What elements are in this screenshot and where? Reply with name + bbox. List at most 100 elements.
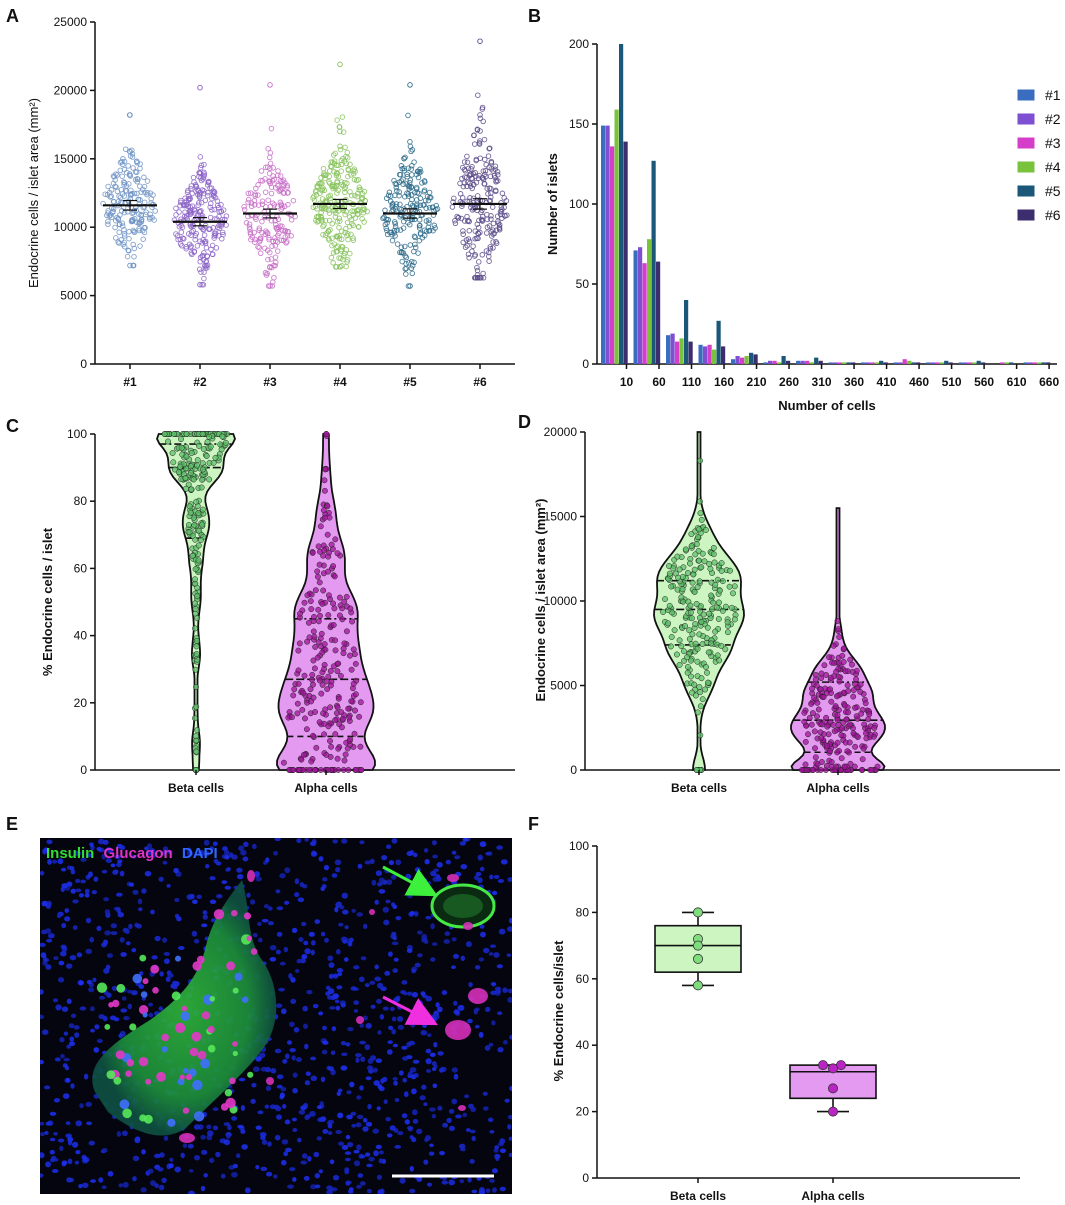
data-point bbox=[298, 756, 305, 763]
data-point bbox=[190, 174, 197, 181]
nucleus bbox=[101, 942, 107, 948]
nucleus bbox=[328, 1066, 334, 1072]
data-point bbox=[201, 161, 207, 168]
nucleus bbox=[332, 839, 339, 844]
data-point bbox=[477, 138, 483, 144]
nucleus bbox=[94, 1024, 100, 1030]
nucleus bbox=[417, 1000, 423, 1006]
nucleus bbox=[196, 894, 202, 899]
nucleus bbox=[85, 917, 92, 924]
nucleus bbox=[465, 941, 472, 948]
data-point bbox=[828, 763, 835, 770]
nucleus bbox=[202, 914, 208, 920]
data-point bbox=[326, 217, 333, 224]
nucleus bbox=[292, 1072, 298, 1078]
data-point bbox=[404, 173, 411, 180]
legend-insulin: Insulin bbox=[46, 845, 94, 862]
nucleus bbox=[496, 845, 503, 850]
data-point bbox=[212, 232, 219, 238]
nucleus bbox=[84, 888, 90, 894]
nucleus bbox=[345, 1042, 351, 1047]
data-point bbox=[120, 156, 126, 162]
nucleus bbox=[290, 998, 297, 1005]
data-point bbox=[321, 641, 328, 648]
bar-series-3 bbox=[1000, 362, 1005, 364]
data-point bbox=[497, 208, 504, 215]
y-tick-label: 150 bbox=[569, 117, 589, 131]
data-point bbox=[277, 199, 284, 206]
data-point bbox=[464, 153, 470, 160]
nucleus bbox=[370, 1004, 376, 1009]
nucleus bbox=[428, 1151, 435, 1156]
nucleus bbox=[364, 983, 370, 988]
nucleus bbox=[240, 1105, 245, 1111]
data-point bbox=[812, 676, 819, 683]
nucleus bbox=[439, 1151, 445, 1156]
data-point bbox=[209, 251, 216, 257]
nucleus bbox=[121, 1130, 128, 1137]
data-point bbox=[392, 224, 399, 230]
data-point bbox=[841, 702, 848, 709]
legend-label: #6 bbox=[1045, 207, 1061, 223]
x-axis-label: Number of cells bbox=[778, 398, 876, 413]
data-point bbox=[141, 199, 148, 206]
nucleus bbox=[46, 900, 52, 907]
nucleus bbox=[329, 1159, 335, 1165]
data-point bbox=[421, 202, 427, 208]
legend-label: #3 bbox=[1045, 135, 1061, 151]
data-point bbox=[828, 1063, 839, 1074]
data-point bbox=[490, 227, 496, 233]
nucleus bbox=[232, 1163, 238, 1169]
nucleus bbox=[40, 989, 44, 995]
nucleus bbox=[388, 1025, 394, 1030]
nucleus bbox=[258, 937, 263, 943]
data-point bbox=[493, 238, 499, 245]
islet-cell bbox=[126, 1059, 135, 1067]
data-point bbox=[693, 953, 704, 964]
data-point bbox=[265, 256, 271, 263]
data-point bbox=[824, 723, 831, 730]
data-point bbox=[342, 189, 348, 196]
data-point bbox=[332, 717, 339, 724]
y-tick-label: 50 bbox=[576, 277, 590, 291]
data-point bbox=[335, 745, 342, 752]
nucleus bbox=[68, 1023, 75, 1029]
nucleus bbox=[362, 1126, 369, 1132]
nucleus bbox=[353, 965, 360, 970]
data-point bbox=[315, 543, 322, 550]
nucleus bbox=[431, 840, 437, 846]
data-point bbox=[192, 236, 198, 243]
nucleus bbox=[101, 853, 106, 860]
data-point bbox=[121, 243, 128, 250]
nucleus bbox=[340, 1041, 346, 1046]
data-point bbox=[477, 112, 483, 118]
data-point bbox=[808, 700, 815, 707]
data-point bbox=[813, 682, 820, 689]
nucleus bbox=[391, 941, 399, 946]
data-point bbox=[407, 138, 413, 145]
nucleus bbox=[399, 1177, 406, 1184]
data-point bbox=[323, 678, 330, 685]
data-point bbox=[312, 644, 319, 650]
nucleus bbox=[310, 1075, 318, 1082]
data-point bbox=[402, 243, 408, 250]
data-point bbox=[194, 462, 201, 469]
data-point bbox=[247, 226, 253, 232]
data-point bbox=[400, 250, 407, 256]
data-point bbox=[421, 188, 427, 195]
data-point bbox=[488, 185, 494, 192]
data-point bbox=[340, 650, 347, 657]
data-point bbox=[325, 236, 332, 242]
nucleus bbox=[351, 1123, 357, 1128]
nucleus bbox=[162, 937, 168, 943]
nucleus bbox=[422, 1023, 427, 1028]
data-point bbox=[407, 177, 414, 183]
data-point bbox=[134, 176, 141, 182]
data-point bbox=[190, 476, 197, 483]
bar-series-6 bbox=[1046, 362, 1051, 364]
data-point bbox=[345, 231, 351, 237]
nucleus bbox=[276, 1084, 283, 1089]
data-point bbox=[727, 567, 733, 574]
data-point bbox=[866, 711, 873, 718]
data-point bbox=[392, 220, 399, 227]
